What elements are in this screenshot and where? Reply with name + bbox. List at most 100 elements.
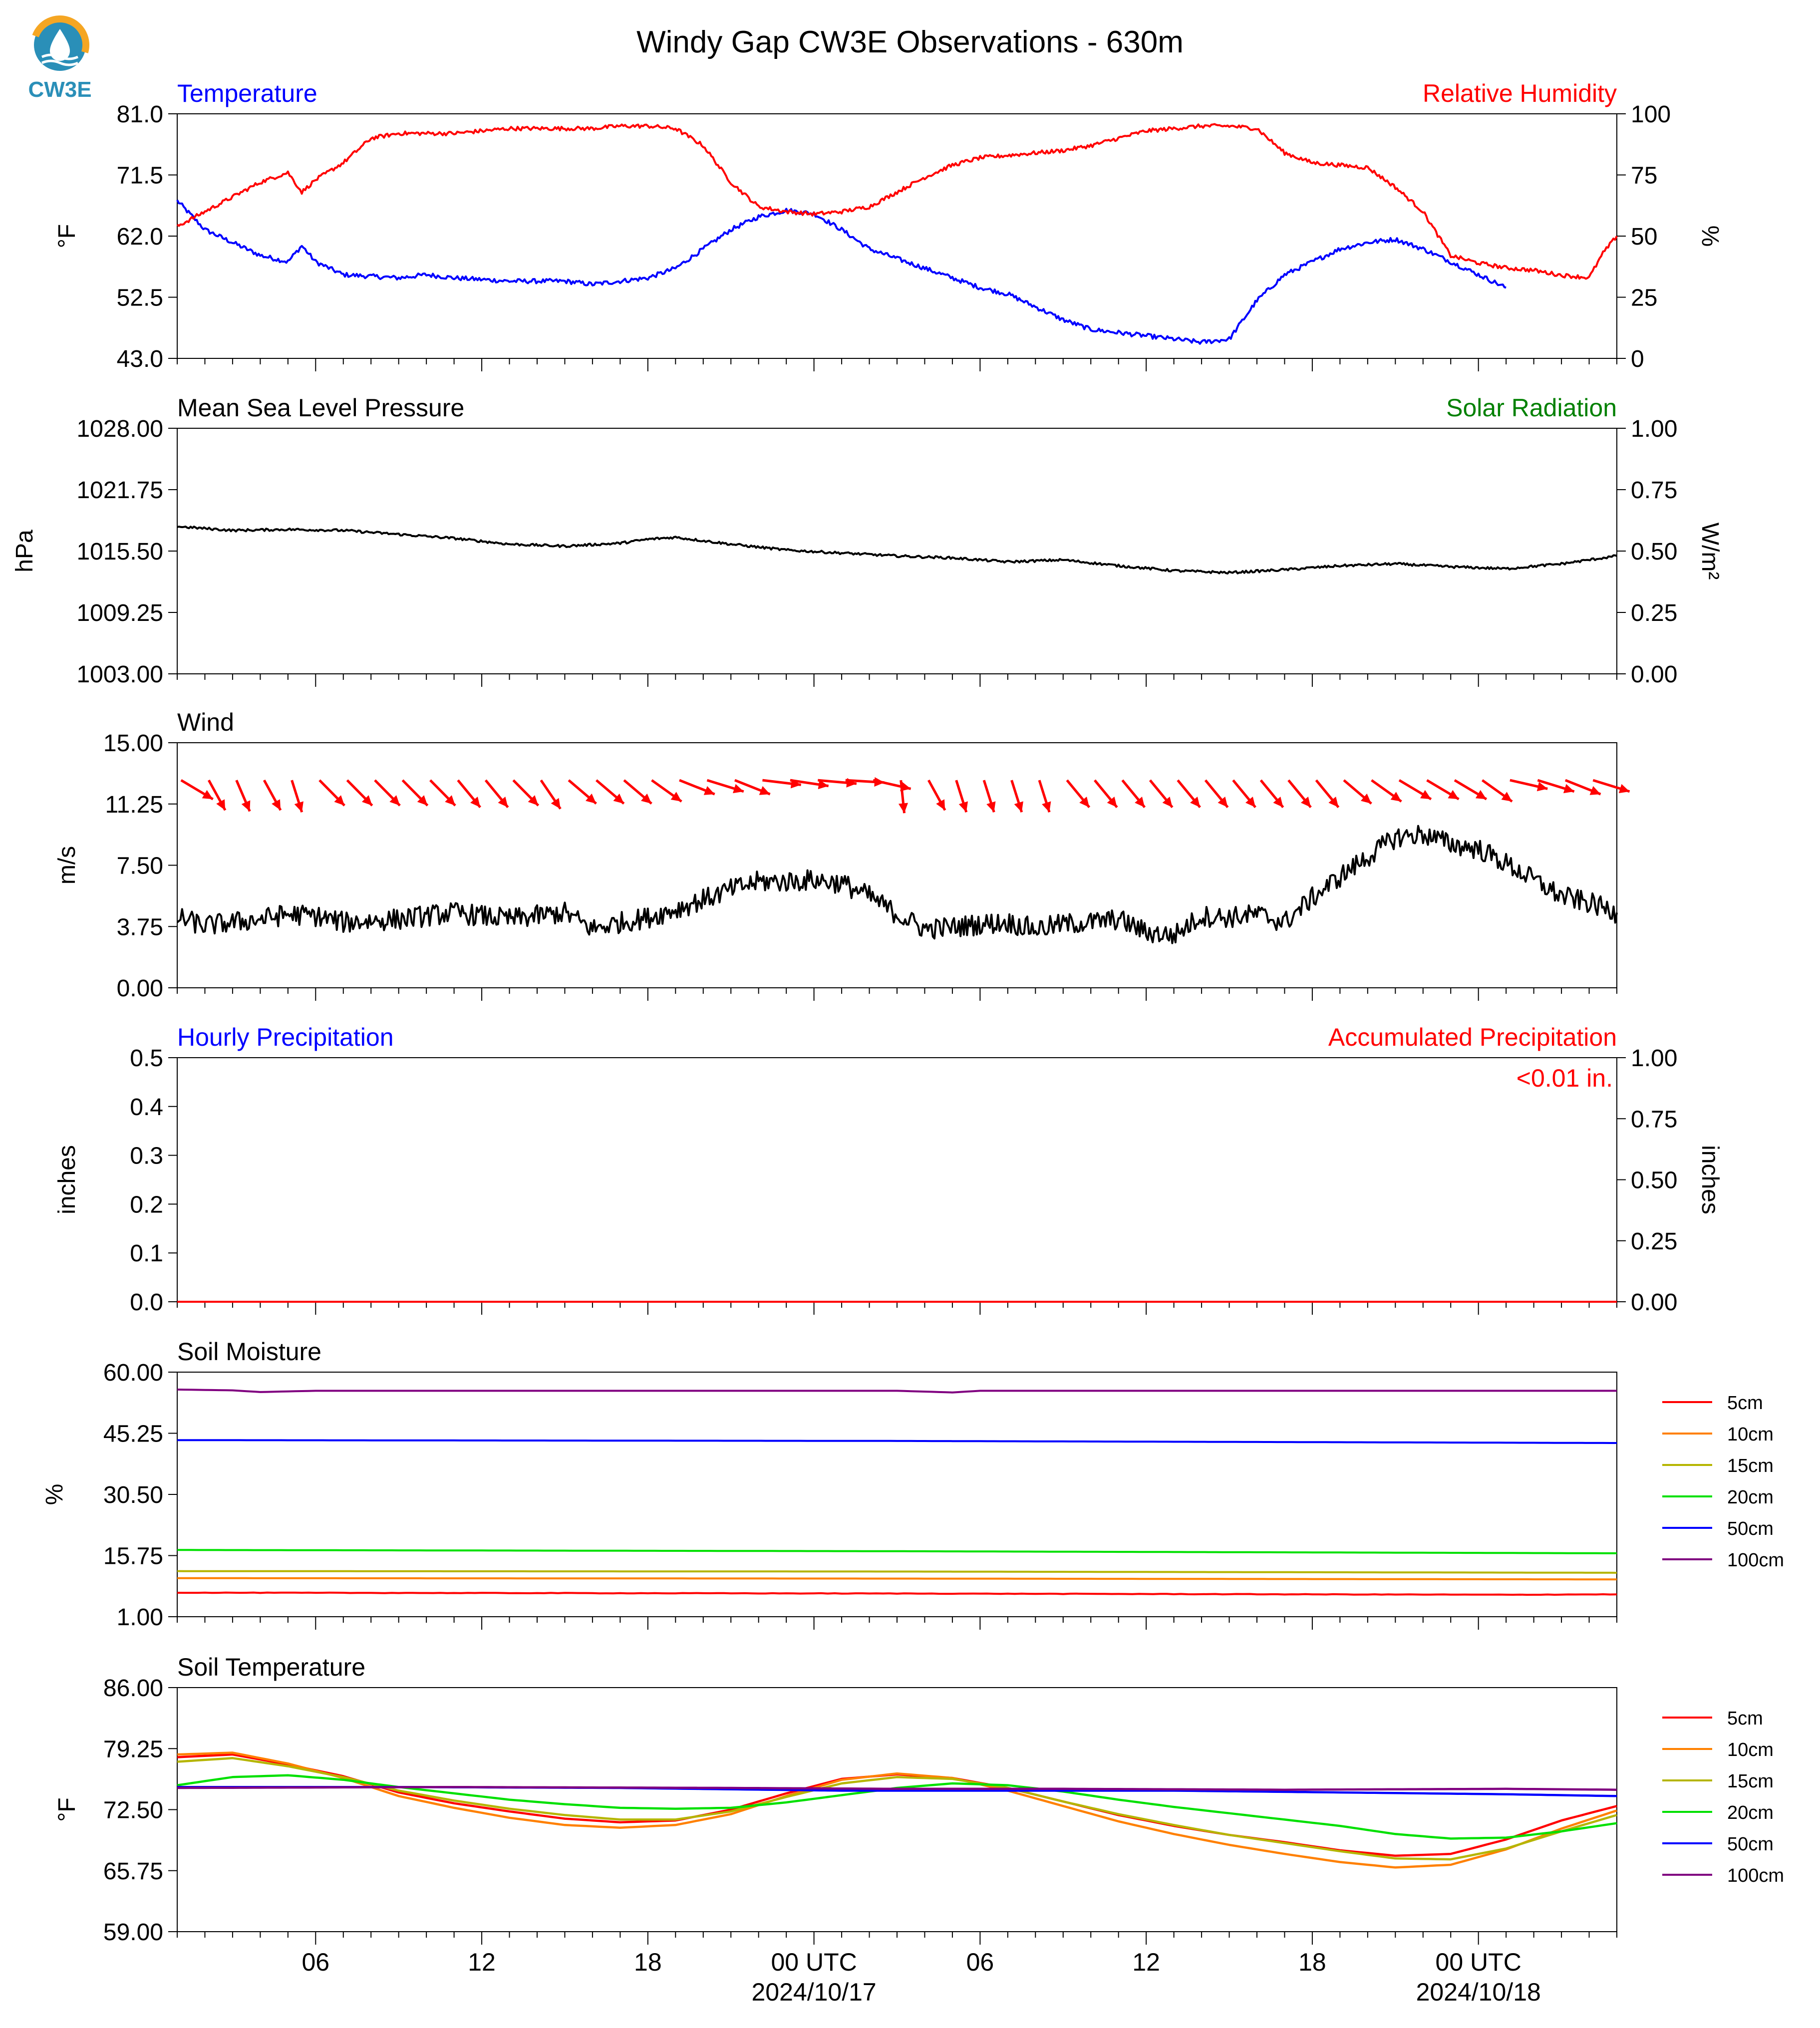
wind-arrow-head: [1563, 784, 1574, 794]
logo-text: CW3E: [28, 77, 91, 102]
y-right-axis-label: W/m²: [1697, 523, 1723, 580]
legend-entry: 100cm: [1662, 1865, 1784, 1886]
panel-title-left: Wind: [177, 708, 234, 736]
wind-arrow-head: [1448, 790, 1459, 800]
panel-pressure: Mean Sea Level Pressure Solar Radiation 10…: [11, 394, 1723, 688]
wind-direction-arrow: [568, 779, 597, 805]
chart-title: Windy Gap CW3E Observations - 630m: [636, 25, 1184, 59]
wind-arrow-head: [1107, 797, 1117, 808]
wind-arrow-head: [1135, 797, 1145, 808]
panel-title-right: Relative Humidity: [1423, 79, 1617, 107]
y-axis-label: %: [41, 1484, 68, 1505]
y-tick-label: 0.1: [130, 1240, 163, 1267]
legend-entry: 50cm: [1662, 1518, 1774, 1539]
wind-arrow-head: [551, 798, 561, 809]
wind-arrow-head: [586, 793, 597, 804]
wind-direction-arrow: [1149, 779, 1174, 809]
wind-direction-arrow: [679, 779, 715, 796]
x-tick-label: 06: [966, 1948, 994, 1976]
wind-arrow-head: [759, 786, 770, 795]
wind-direction-arrow: [982, 780, 996, 813]
y-tick-label: 3.75: [117, 914, 163, 940]
wind-direction-arrow: [457, 779, 482, 809]
y-tick-label: 1015.50: [76, 539, 163, 565]
y-tick-label: 79.25: [103, 1736, 163, 1762]
y-right-tick-label: 0: [1631, 346, 1644, 372]
wind-arrow-head: [361, 795, 372, 806]
wind-arrow-head: [241, 800, 251, 812]
wind-direction-arrow: [1010, 780, 1023, 813]
wind-direction-arrow: [955, 780, 968, 813]
wind-direction-arrow: [401, 779, 429, 807]
y-tick-label: 86.00: [103, 1675, 163, 1702]
y-tick-label: 0.00: [117, 975, 163, 1002]
wind-direction-arrow: [1315, 779, 1340, 809]
y-right-tick-label: 100: [1631, 101, 1671, 128]
y-tick-label: 0.5: [130, 1045, 163, 1072]
legend-entry: 20cm: [1662, 1487, 1774, 1508]
y-right-tick-label: 0.50: [1631, 539, 1677, 565]
x-tick-label: 12: [468, 1948, 496, 1976]
series-line-5cm: [177, 1591, 1617, 1596]
y-tick-label: 1028.00: [76, 416, 163, 442]
legend-entry: 5cm: [1662, 1708, 1763, 1729]
wind-arrow-head: [613, 793, 624, 804]
wind-direction-arrow: [1066, 779, 1091, 809]
cw3e-droplet-logo-icon: [30, 15, 89, 74]
y-right-tick-label: 0.50: [1631, 1167, 1677, 1194]
y-tick-label: 0.3: [130, 1143, 163, 1169]
y-tick-label: 0.0: [130, 1289, 163, 1316]
y-right-tick-label: 1.00: [1631, 1045, 1677, 1072]
y-tick-label: 0.2: [130, 1191, 163, 1218]
wind-direction-arrow: [263, 779, 282, 811]
legend-label: 5cm: [1727, 1393, 1763, 1414]
wind-arrow-head: [898, 803, 909, 814]
wind-arrow-head: [1014, 801, 1023, 813]
y-right-tick-label: 50: [1631, 224, 1657, 250]
wind-arrow-head: [1618, 784, 1630, 794]
wind-arrow-head: [528, 795, 539, 806]
legend-entry: 5cm: [1662, 1393, 1763, 1414]
wind-direction-arrow: [898, 780, 909, 814]
wind-arrow-head: [389, 795, 400, 806]
series-line-15cm: [177, 1570, 1617, 1574]
wind-direction-arrow: [346, 779, 373, 807]
wind-direction-arrow: [623, 779, 652, 805]
wind-direction-arrow: [1259, 779, 1284, 809]
wind-direction-arrow: [318, 779, 345, 807]
series-line-left: [176, 199, 1507, 345]
y-right-tick-label: 75: [1631, 163, 1657, 189]
series-line-left: [177, 526, 1617, 575]
legend-entry: 20cm: [1662, 1802, 1774, 1823]
wind-arrow-head: [1420, 790, 1431, 800]
wind-arrow-head: [640, 793, 652, 804]
wind-direction-arrow: [374, 779, 401, 807]
legend-label: 50cm: [1727, 1518, 1774, 1539]
wind-arrow-head: [1300, 797, 1311, 808]
y-tick-label: 62.0: [117, 224, 163, 250]
wind-direction-arrow: [1481, 779, 1513, 803]
x-date-label: 2024/10/18: [1416, 1978, 1541, 2006]
precip-total-annotation: <0.01 in.: [1517, 1064, 1613, 1092]
y-axis-label: °F: [54, 224, 80, 249]
y-right-tick-label: 0.25: [1631, 600, 1677, 626]
x-date-label: 2024/10/17: [751, 1978, 876, 2006]
series-line-100cm: [177, 1388, 1617, 1394]
wind-direction-arrow: [1426, 779, 1460, 801]
y-right-axis-label: %: [1697, 226, 1723, 247]
wind-arrow-head: [1328, 797, 1339, 808]
legend-entry: 15cm: [1662, 1455, 1774, 1476]
legend-label: 50cm: [1727, 1834, 1774, 1855]
wind-direction-arrow: [1510, 779, 1548, 792]
y-tick-label: 1003.00: [76, 661, 163, 688]
wind-direction-arrow: [1121, 779, 1146, 809]
series-line-right: [176, 123, 1618, 280]
y-tick-label: 1.00: [117, 1604, 163, 1631]
legend-label: 15cm: [1727, 1455, 1774, 1476]
y-tick-label: 59.00: [103, 1919, 163, 1946]
panel-wind: Wind 0.00 3.75 7.50 11.25 15.00 m/s: [54, 708, 1630, 1002]
y-tick-label: 15.75: [103, 1543, 163, 1570]
wind-arrow-head: [670, 792, 682, 802]
wind-arrow-head: [417, 795, 428, 806]
